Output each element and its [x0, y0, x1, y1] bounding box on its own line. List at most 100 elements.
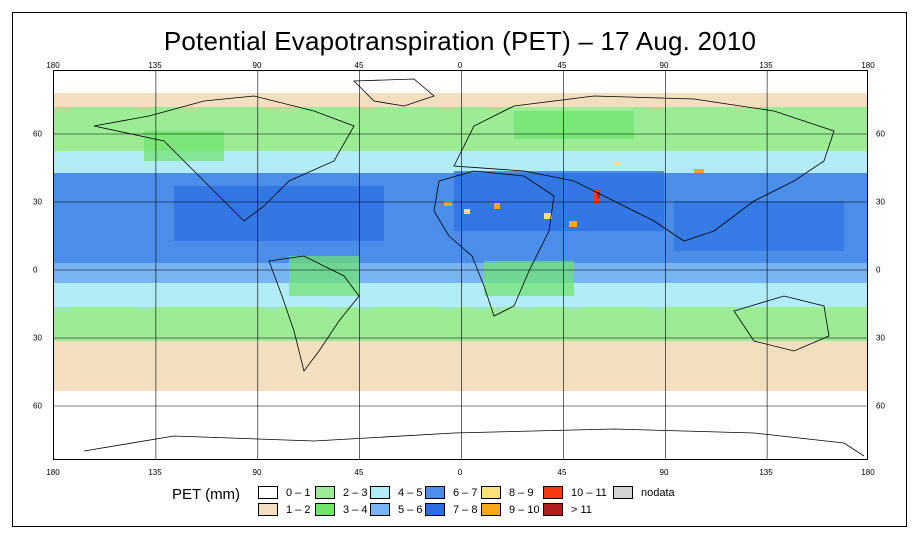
legend-swatch	[613, 486, 633, 499]
hotspot-sahara-2	[464, 209, 470, 214]
lon-tick-bottom-2: 135	[148, 468, 162, 477]
outline-south-america	[268, 255, 360, 372]
lat-tick-right-5: 60	[876, 401, 885, 411]
lon-tick-bottom-1: 180	[46, 468, 60, 477]
outline-antarctica	[83, 428, 865, 457]
legend-swatch	[481, 503, 501, 516]
band-arctic	[54, 71, 867, 93]
legend-label: 8 – 9	[509, 486, 534, 499]
lon-tick-top-9: 180	[861, 61, 875, 70]
hotspot-arabia-2	[569, 221, 577, 227]
legend-item-7-8: 7 – 8	[425, 503, 477, 516]
lon-tick-bottom-4: 45	[354, 468, 364, 477]
legend-item-1-2: 1 – 2	[258, 503, 310, 516]
legend-swatch	[258, 486, 278, 499]
legend-item-2-3: 2 – 3	[315, 486, 367, 499]
legend-label: 10 – 11	[571, 486, 607, 499]
legend-item-9-10: 9 – 10	[481, 503, 540, 516]
map-title: Potential Evapotranspiration (PET) – 17 …	[163, 26, 757, 56]
legend-item-8-9: 8 – 9	[481, 486, 533, 499]
lon-tick-top-5: 0	[457, 61, 463, 70]
band-north-high	[54, 93, 867, 107]
legend-label: 1 – 2	[286, 503, 311, 516]
lon-tick-top-2: 135	[148, 61, 162, 70]
legend-item-3-4: 3 – 4	[315, 503, 367, 516]
legend-swatch	[315, 503, 335, 516]
pet-map-canvas	[54, 71, 867, 459]
hotspot-central-asia-1	[614, 161, 620, 165]
legend-label: 4 – 5	[398, 486, 423, 499]
outline-north-america	[93, 95, 355, 222]
band-south-tropics	[54, 283, 867, 307]
legend-item-gt-11: > 11	[543, 503, 592, 516]
patch-africa-green	[484, 261, 574, 296]
legend-label: 0 – 1	[286, 486, 311, 499]
band-south-temperate	[54, 341, 867, 391]
lat-tick-left-2: 30	[33, 197, 42, 207]
hotspot-arabia-1	[544, 213, 552, 219]
lon-tick-bottom-5: 0	[457, 468, 463, 477]
lon-tick-top-1: 180	[46, 61, 60, 70]
lon-tick-bottom-3: 90	[252, 468, 262, 477]
band-north-mid	[54, 151, 867, 173]
legend-label: 3 – 4	[343, 503, 368, 516]
lat-tick-right-1: 60	[876, 129, 885, 139]
lon-tick-top-6: 45	[557, 61, 567, 70]
lat-tick-left-4: 30	[33, 333, 42, 343]
legend-label: 2 – 3	[343, 486, 368, 499]
patch-west-pacific	[674, 201, 844, 251]
lon-tick-bottom-7: 90	[659, 468, 669, 477]
patch-north-america-green	[144, 131, 224, 161]
legend-label: > 11	[571, 503, 592, 516]
outline-australia	[733, 295, 830, 352]
band-south-subtropics	[54, 307, 867, 341]
lat-tick-right-2: 30	[876, 197, 885, 207]
legend-swatch	[370, 486, 390, 499]
band-equatorial	[54, 263, 867, 283]
lat-tick-right-3: 0	[876, 265, 881, 275]
graticule	[54, 71, 867, 459]
legend-title: PET (mm)	[172, 486, 241, 503]
lon-tick-top-3: 90	[252, 61, 262, 70]
legend-item-0-1: 0 – 1	[258, 486, 310, 499]
legend-item-4-5: 4 – 5	[370, 486, 422, 499]
lon-tick-top-7: 90	[659, 61, 669, 70]
legend-swatch	[258, 503, 278, 516]
lat-tick-right-4: 30	[876, 333, 885, 343]
legend-label: nodata	[641, 486, 675, 499]
legend-label: 6 – 7	[453, 486, 478, 499]
outline-greenland	[353, 78, 435, 107]
legend-item-5-6: 5 – 6	[370, 503, 422, 516]
hotspot-sahara-3	[494, 203, 500, 209]
legend-label: 7 – 8	[453, 503, 478, 516]
patch-sahara-arabia	[454, 171, 664, 231]
hotspot-central-asia-2	[694, 169, 704, 173]
outline-africa	[433, 170, 555, 317]
patch-amazon-green	[289, 256, 359, 296]
lat-tick-left-1: 60	[33, 129, 42, 139]
legend-swatch	[425, 486, 445, 499]
legend-swatch	[370, 503, 390, 516]
legend-swatch	[481, 486, 501, 499]
lat-tick-left-5: 60	[33, 401, 42, 411]
legend-swatch	[425, 503, 445, 516]
legend-label: 5 – 6	[398, 503, 423, 516]
legend-item-6-7: 6 – 7	[425, 486, 477, 499]
lat-tick-left-3: 0	[33, 265, 38, 275]
band-southern-ocean	[54, 391, 867, 459]
legend-swatch	[315, 486, 335, 499]
hotspot-sahara-1	[444, 201, 452, 206]
lon-tick-bottom-9: 180	[861, 468, 875, 477]
legend-swatch	[543, 503, 563, 516]
pet-map	[53, 70, 868, 460]
patch-pacific-high	[174, 186, 384, 241]
figure-frame	[12, 12, 907, 527]
patch-europe-green	[514, 111, 634, 139]
legend-swatch	[543, 486, 563, 499]
legend-item-10-11: 10 – 11	[543, 486, 607, 499]
lon-tick-top-4: 45	[354, 61, 364, 70]
legend-label: 9 – 10	[509, 503, 540, 516]
hotspot-iran-extreme	[597, 192, 600, 198]
lon-tick-bottom-8: 135	[759, 468, 773, 477]
outline-eurasia	[453, 95, 835, 242]
